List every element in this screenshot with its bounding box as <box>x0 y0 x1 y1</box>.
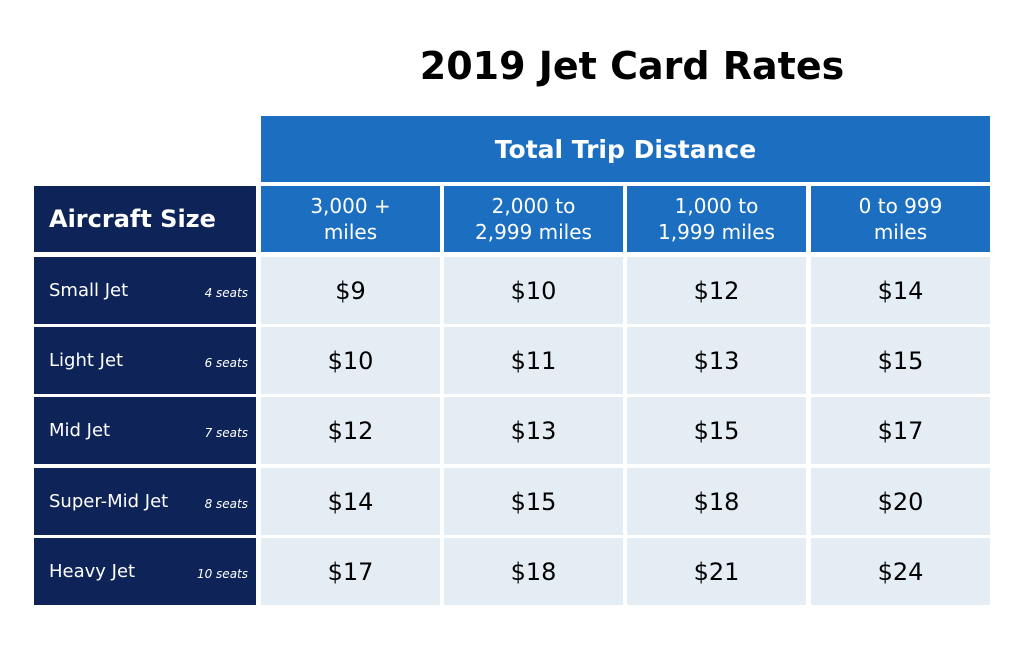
rate-cell: $15 <box>811 327 990 394</box>
seat-count: 4 seats <box>204 285 248 300</box>
column-header: 0 to 999 miles <box>811 186 990 252</box>
rate-cell: $17 <box>811 397 990 464</box>
aircraft-name: Mid Jet <box>49 420 111 441</box>
seat-count: 7 seats <box>204 425 248 440</box>
row-label: Mid Jet 7 seats <box>34 397 256 464</box>
rate-cell: $18 <box>627 468 806 535</box>
row-label: Super-Mid Jet 8 seats <box>34 468 256 535</box>
aircraft-name: Heavy Jet <box>49 561 136 582</box>
row-label: Light Jet 6 seats <box>34 327 256 394</box>
column-header-line: 1,999 miles <box>658 220 775 244</box>
rate-cell: $12 <box>261 397 440 464</box>
row-label: Heavy Jet 10 seats <box>34 538 256 605</box>
group-header: Total Trip Distance <box>261 116 990 182</box>
rate-cell: $13 <box>444 397 623 464</box>
rate-cell: $10 <box>444 257 623 324</box>
rate-cell: $20 <box>811 468 990 535</box>
seat-count: 10 seats <box>196 566 248 581</box>
seat-count: 6 seats <box>204 355 248 370</box>
rate-cell: $13 <box>627 327 806 394</box>
rate-cell: $9 <box>261 257 440 324</box>
column-header: 1,000 to 1,999 miles <box>627 186 806 252</box>
rate-cell: $21 <box>627 538 806 605</box>
column-header-line: 2,999 miles <box>475 220 592 244</box>
column-header: 3,000 + miles <box>261 186 440 252</box>
title: 2019 Jet Card Rates <box>419 44 845 88</box>
rate-cell: $18 <box>444 538 623 605</box>
row-label: Small Jet 4 seats <box>34 257 256 324</box>
seat-count: 8 seats <box>204 496 248 511</box>
rate-cell: $11 <box>444 327 623 394</box>
column-header-line: 0 to 999 <box>858 194 943 218</box>
rate-cell: $14 <box>261 468 440 535</box>
rate-cell: $15 <box>444 468 623 535</box>
rate-cell: $24 <box>811 538 990 605</box>
rate-cell: $15 <box>627 397 806 464</box>
aircraft-name: Super-Mid Jet <box>49 491 169 512</box>
column-header-line: 3,000 + <box>310 194 391 218</box>
rate-cell: $14 <box>811 257 990 324</box>
column-header-line: miles <box>873 220 928 244</box>
aircraft-name: Small Jet <box>49 280 129 301</box>
rate-cell: $12 <box>627 257 806 324</box>
column-header-line: 2,000 to <box>491 194 576 218</box>
row-header: Aircraft Size <box>34 186 256 252</box>
column-header-line: 1,000 to <box>674 194 759 218</box>
rate-cell: $17 <box>261 538 440 605</box>
aircraft-name: Light Jet <box>49 350 124 371</box>
rate-cell: $10 <box>261 327 440 394</box>
column-header-line: miles <box>323 220 378 244</box>
column-header: 2,000 to 2,999 miles <box>444 186 623 252</box>
